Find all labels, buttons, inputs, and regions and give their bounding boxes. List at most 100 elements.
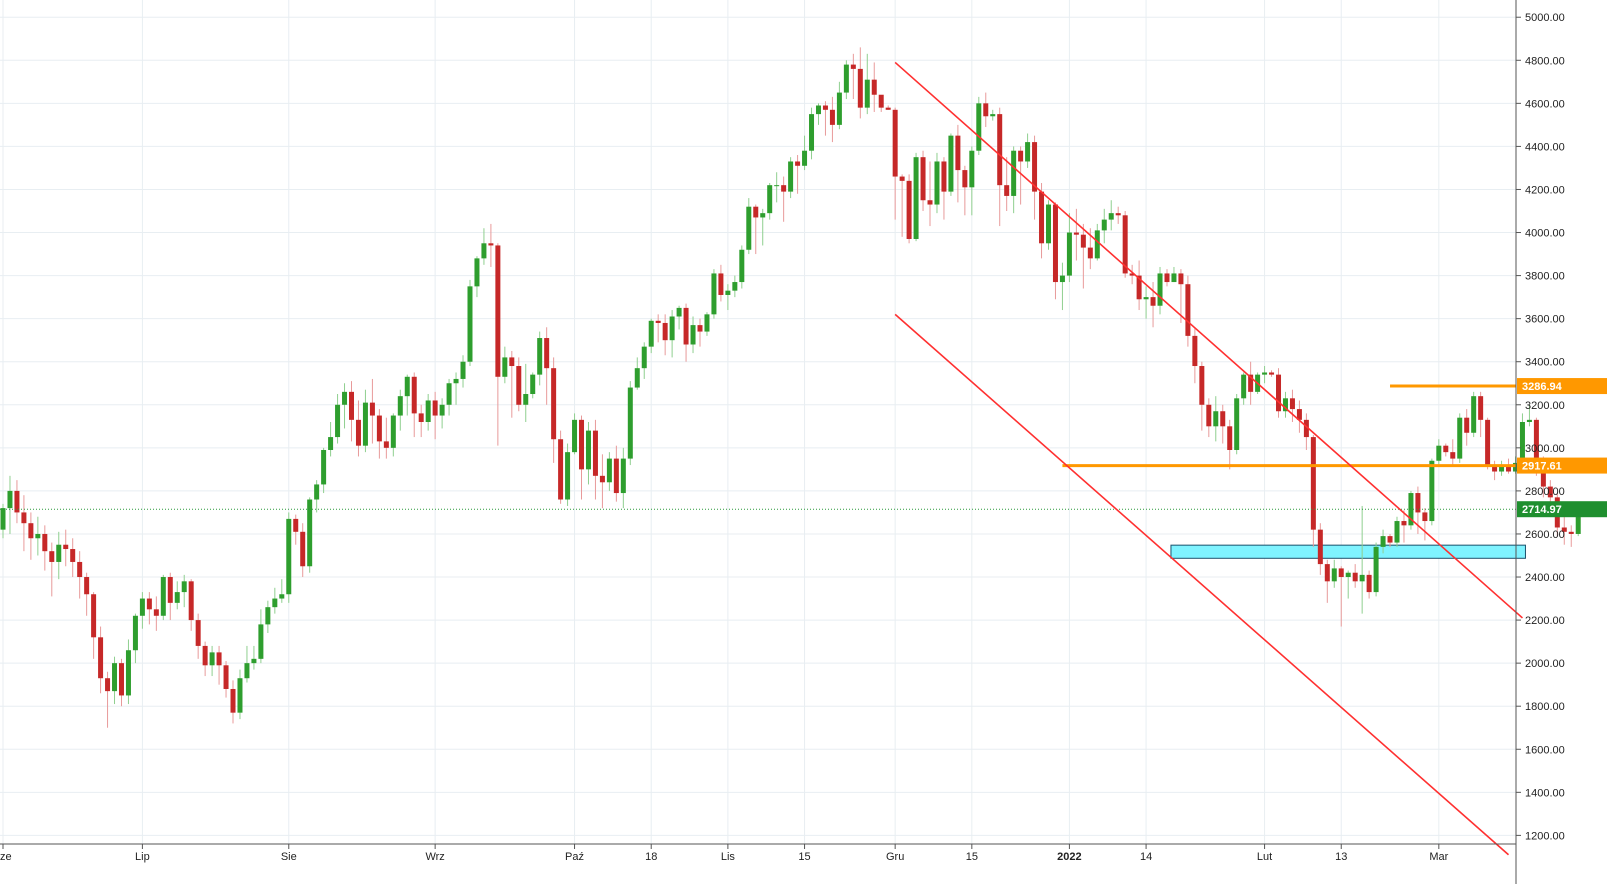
price-tick-label: 2600.00	[1525, 529, 1565, 541]
candle-body	[1276, 374, 1282, 412]
price-tick-label: 1200.00	[1525, 830, 1565, 842]
candle-body	[1199, 366, 1205, 405]
candle-body	[1478, 396, 1484, 420]
time-tick-label: 15	[798, 851, 810, 863]
candle-body	[704, 314, 710, 332]
candle-body	[63, 544, 69, 550]
candle-body	[1115, 213, 1121, 216]
candle-body	[21, 512, 27, 524]
price-tick-label: 4800.00	[1525, 55, 1565, 67]
price-tick-label: 4600.00	[1525, 98, 1565, 110]
time-tick-label: 13	[1335, 851, 1347, 863]
candle-body	[1443, 445, 1449, 453]
annotation-lines	[0, 61, 1523, 856]
candle-body	[1429, 460, 1435, 522]
candle-body	[962, 170, 968, 188]
candle-body	[98, 637, 104, 679]
candle-body	[767, 185, 773, 214]
candle-body	[1136, 275, 1142, 300]
candle-body	[1575, 512, 1581, 534]
candle-body	[683, 307, 689, 345]
price-tag-label: 2714.97	[1522, 504, 1562, 516]
candle-body	[878, 94, 884, 108]
candle-body	[467, 286, 473, 362]
candle-body	[1485, 419, 1491, 466]
price-axis[interactable]: 1200.00 1400.00 1600.00 1800.00 2000.00 2200.…	[1515, 0, 1565, 884]
candle-body	[28, 523, 34, 539]
candle-body	[1317, 529, 1323, 565]
candle-body	[843, 64, 849, 93]
candle-body	[913, 157, 919, 239]
candle-body	[871, 79, 877, 95]
candle-body	[1213, 411, 1219, 427]
candle-body	[1143, 297, 1149, 300]
candle-body	[1526, 419, 1532, 422]
candle-body	[1220, 411, 1226, 427]
candle-body	[1380, 536, 1386, 547]
candle-body	[167, 577, 173, 603]
candle-body	[850, 64, 856, 69]
candle-body	[795, 161, 801, 166]
candle-body	[181, 581, 187, 593]
candle-body	[585, 430, 591, 470]
candle-body	[1192, 335, 1198, 367]
candle-body	[1101, 219, 1107, 231]
time-axis[interactable]: ze Lip Sie Wrz Paź 18 Lis 15 Gru 15 2022 14 Lut 13 Mar	[0, 843, 1516, 863]
candle-body	[1401, 521, 1407, 526]
candle-body	[1185, 284, 1191, 336]
candle-body	[829, 109, 835, 125]
candle-body	[1366, 574, 1372, 593]
candle-body	[1066, 232, 1072, 276]
candle-body	[1359, 574, 1365, 582]
candle-body	[1512, 462, 1518, 472]
candle-body	[425, 400, 431, 422]
candle-body	[14, 490, 20, 513]
candle-body	[146, 598, 152, 610]
candle-body	[1568, 531, 1574, 534]
candle-body	[627, 387, 633, 459]
candle-body	[1533, 419, 1539, 470]
price-tick-label: 2400.00	[1525, 572, 1565, 584]
candle-body	[286, 518, 292, 595]
candle-body	[35, 533, 41, 539]
price-tick-label: 2000.00	[1525, 658, 1565, 670]
candle-body	[864, 79, 870, 108]
time-tick-label: ze	[0, 851, 12, 863]
price-tick-label: 3800.00	[1525, 271, 1565, 283]
candle-body	[411, 376, 417, 414]
candle-body	[460, 361, 466, 379]
candle-body	[1499, 465, 1505, 472]
candle-body	[376, 415, 382, 442]
candle-body	[1234, 398, 1240, 450]
candle-body	[1331, 568, 1337, 582]
candle-body	[216, 652, 222, 666]
candle-body	[56, 544, 62, 562]
candle-body	[342, 391, 348, 405]
candle-body	[474, 258, 480, 287]
time-tick-label: Paź	[565, 851, 584, 863]
candle-body	[84, 577, 90, 595]
price-tag-box	[1517, 378, 1607, 395]
candle-body	[920, 157, 926, 201]
price-tick-label: 4400.00	[1525, 141, 1565, 153]
candle-body	[739, 249, 745, 283]
candle-body	[1018, 150, 1024, 162]
candle-body	[725, 290, 731, 295]
candle-body	[1171, 273, 1177, 283]
candle-body	[272, 598, 278, 608]
candle-body	[223, 665, 229, 689]
candle-body	[1025, 142, 1031, 162]
candle-body	[565, 452, 571, 500]
candle-body	[1296, 409, 1302, 420]
candle-body	[481, 243, 487, 259]
candle-body	[390, 415, 396, 448]
candle-body	[1471, 396, 1477, 433]
candle-body	[1150, 297, 1156, 306]
candle-body	[105, 678, 111, 692]
candle-body	[307, 499, 313, 567]
candle-body	[544, 338, 550, 369]
candle-body	[1506, 465, 1512, 472]
candle-body	[523, 394, 529, 405]
